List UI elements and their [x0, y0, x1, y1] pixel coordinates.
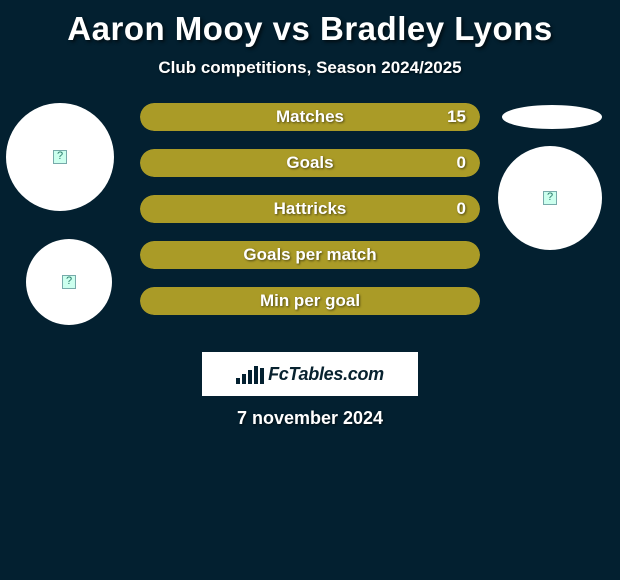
bars-icon [236, 364, 264, 384]
stat-value: 0 [457, 199, 466, 219]
subtitle: Club competitions, Season 2024/2025 [0, 58, 620, 78]
logo-bar-segment [236, 378, 240, 384]
placeholder-image-icon [62, 275, 76, 289]
player-right-avatar [498, 146, 602, 250]
logo-bar-segment [248, 370, 252, 384]
stat-label: Min per goal [260, 291, 360, 311]
stat-label: Matches [276, 107, 344, 127]
brand-logo: FcTables.com [202, 352, 418, 396]
brand-text: FcTables.com [268, 364, 384, 385]
logo-bar-segment [242, 374, 246, 384]
stat-label: Hattricks [274, 199, 347, 219]
logo-bar-segment [260, 368, 264, 384]
stat-bar: Goals per match [140, 241, 480, 269]
stat-bars: Matches 15 Goals 0 Hattricks 0 Goals per match… [140, 103, 480, 333]
player-right-shadow-ellipse [502, 105, 602, 129]
player-left-club-avatar [26, 239, 112, 325]
placeholder-image-icon [53, 150, 67, 164]
stat-bar: Hattricks 0 [140, 195, 480, 223]
logo-bar-segment [254, 366, 258, 384]
placeholder-image-icon [543, 191, 557, 205]
stat-label: Goals [286, 153, 333, 173]
stat-bar: Min per goal [140, 287, 480, 315]
stat-bar: Goals 0 [140, 149, 480, 177]
stat-bar: Matches 15 [140, 103, 480, 131]
player-left-avatar [6, 103, 114, 211]
page-title: Aaron Mooy vs Bradley Lyons [0, 0, 620, 48]
comparison-arena: Matches 15 Goals 0 Hattricks 0 Goals per match… [0, 103, 620, 363]
stat-value: 0 [457, 153, 466, 173]
stat-value: 15 [447, 107, 466, 127]
snapshot-date: 7 november 2024 [0, 408, 620, 429]
stat-label: Goals per match [243, 245, 376, 265]
